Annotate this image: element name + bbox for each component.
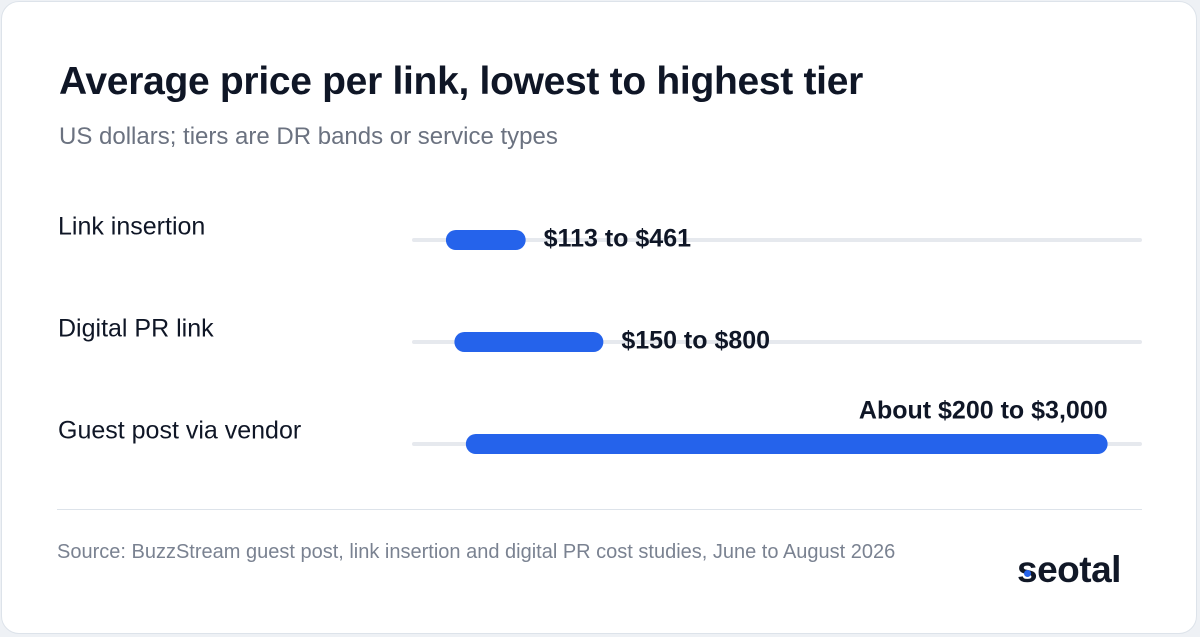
brand-logo: seotal [1017,549,1121,590]
range-bar [465,434,1108,454]
range-track [412,238,1142,242]
range-bar [454,332,604,352]
range-value-label: About $200 to $3,000 [859,397,1108,425]
category-label: Guest post via vendor [58,417,301,445]
range-value-label: $150 to $800 [621,327,770,355]
source-note: Source: BuzzStream guest post, link inse… [57,541,896,563]
chart-subtitle: US dollars; tiers are DR bands or servic… [59,123,558,150]
category-label: Link insertion [58,213,205,241]
footer-divider [57,509,1142,510]
range-bar [445,230,526,250]
category-label: Digital PR link [58,315,214,343]
brand-logo-dot [1024,570,1031,577]
chart-title: Average price per link, lowest to highes… [59,60,863,103]
range-value-label: $113 to $461 [544,225,691,253]
